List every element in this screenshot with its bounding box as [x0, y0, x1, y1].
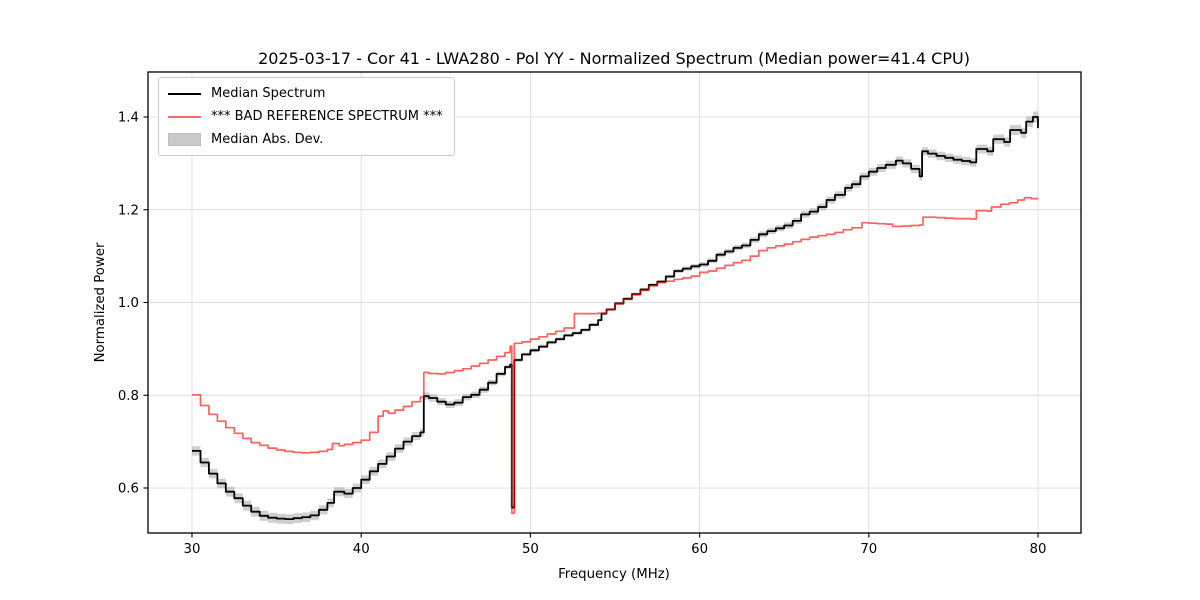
axes-frame — [143, 71, 1082, 538]
y-tick-label: 1.0 — [118, 296, 139, 311]
x-axis-label: Frequency (MHz) — [558, 567, 670, 582]
red-line-swatch-icon — [168, 115, 201, 118]
y-tick-label: 1.2 — [118, 203, 139, 218]
gray-patch-swatch-icon — [168, 133, 201, 146]
chart-title: 2025-03-17 - Cor 41 - LWA280 - Pol YY - … — [258, 49, 970, 68]
x-tick-label: 60 — [691, 542, 708, 557]
median-spectrum-line — [192, 116, 1039, 520]
median-abs-dev-band-area — [192, 111, 1038, 525]
legend-item-median-spectrum: Median Spectrum — [168, 84, 444, 103]
median-abs-dev-band — [192, 111, 1038, 525]
legend-item-bad-reference: *** BAD REFERENCE SPECTRUM *** — [168, 107, 444, 126]
x-tick-label: 30 — [184, 542, 201, 557]
spectrum-lines — [192, 116, 1039, 520]
tick-labels: 30 40 50 60 70 80 0.6 0.8 1.0 1.2 1.4 — [118, 111, 1047, 557]
y-tick-label: 0.6 — [118, 482, 139, 497]
y-tick-label: 1.4 — [118, 111, 139, 126]
black-line-swatch-icon — [168, 92, 201, 95]
legend-item-median-abs-dev: Median Abs. Dev. — [168, 130, 444, 149]
legend-label: Median Abs. Dev. — [211, 132, 324, 147]
legend-label: Median Spectrum — [211, 86, 326, 101]
x-tick-label: 40 — [353, 542, 370, 557]
x-tick-label: 70 — [860, 542, 877, 557]
y-axis-label: Normalized Power — [93, 242, 108, 362]
x-tick-label: 50 — [522, 542, 539, 557]
y-tick-label: 0.8 — [118, 389, 139, 404]
legend-label: *** BAD REFERENCE SPECTRUM *** — [211, 109, 443, 124]
legend: Median Spectrum *** BAD REFERENCE SPECTR… — [158, 77, 455, 156]
x-tick-label: 80 — [1030, 542, 1047, 557]
bad-reference-spectrum-line — [192, 196, 1038, 514]
